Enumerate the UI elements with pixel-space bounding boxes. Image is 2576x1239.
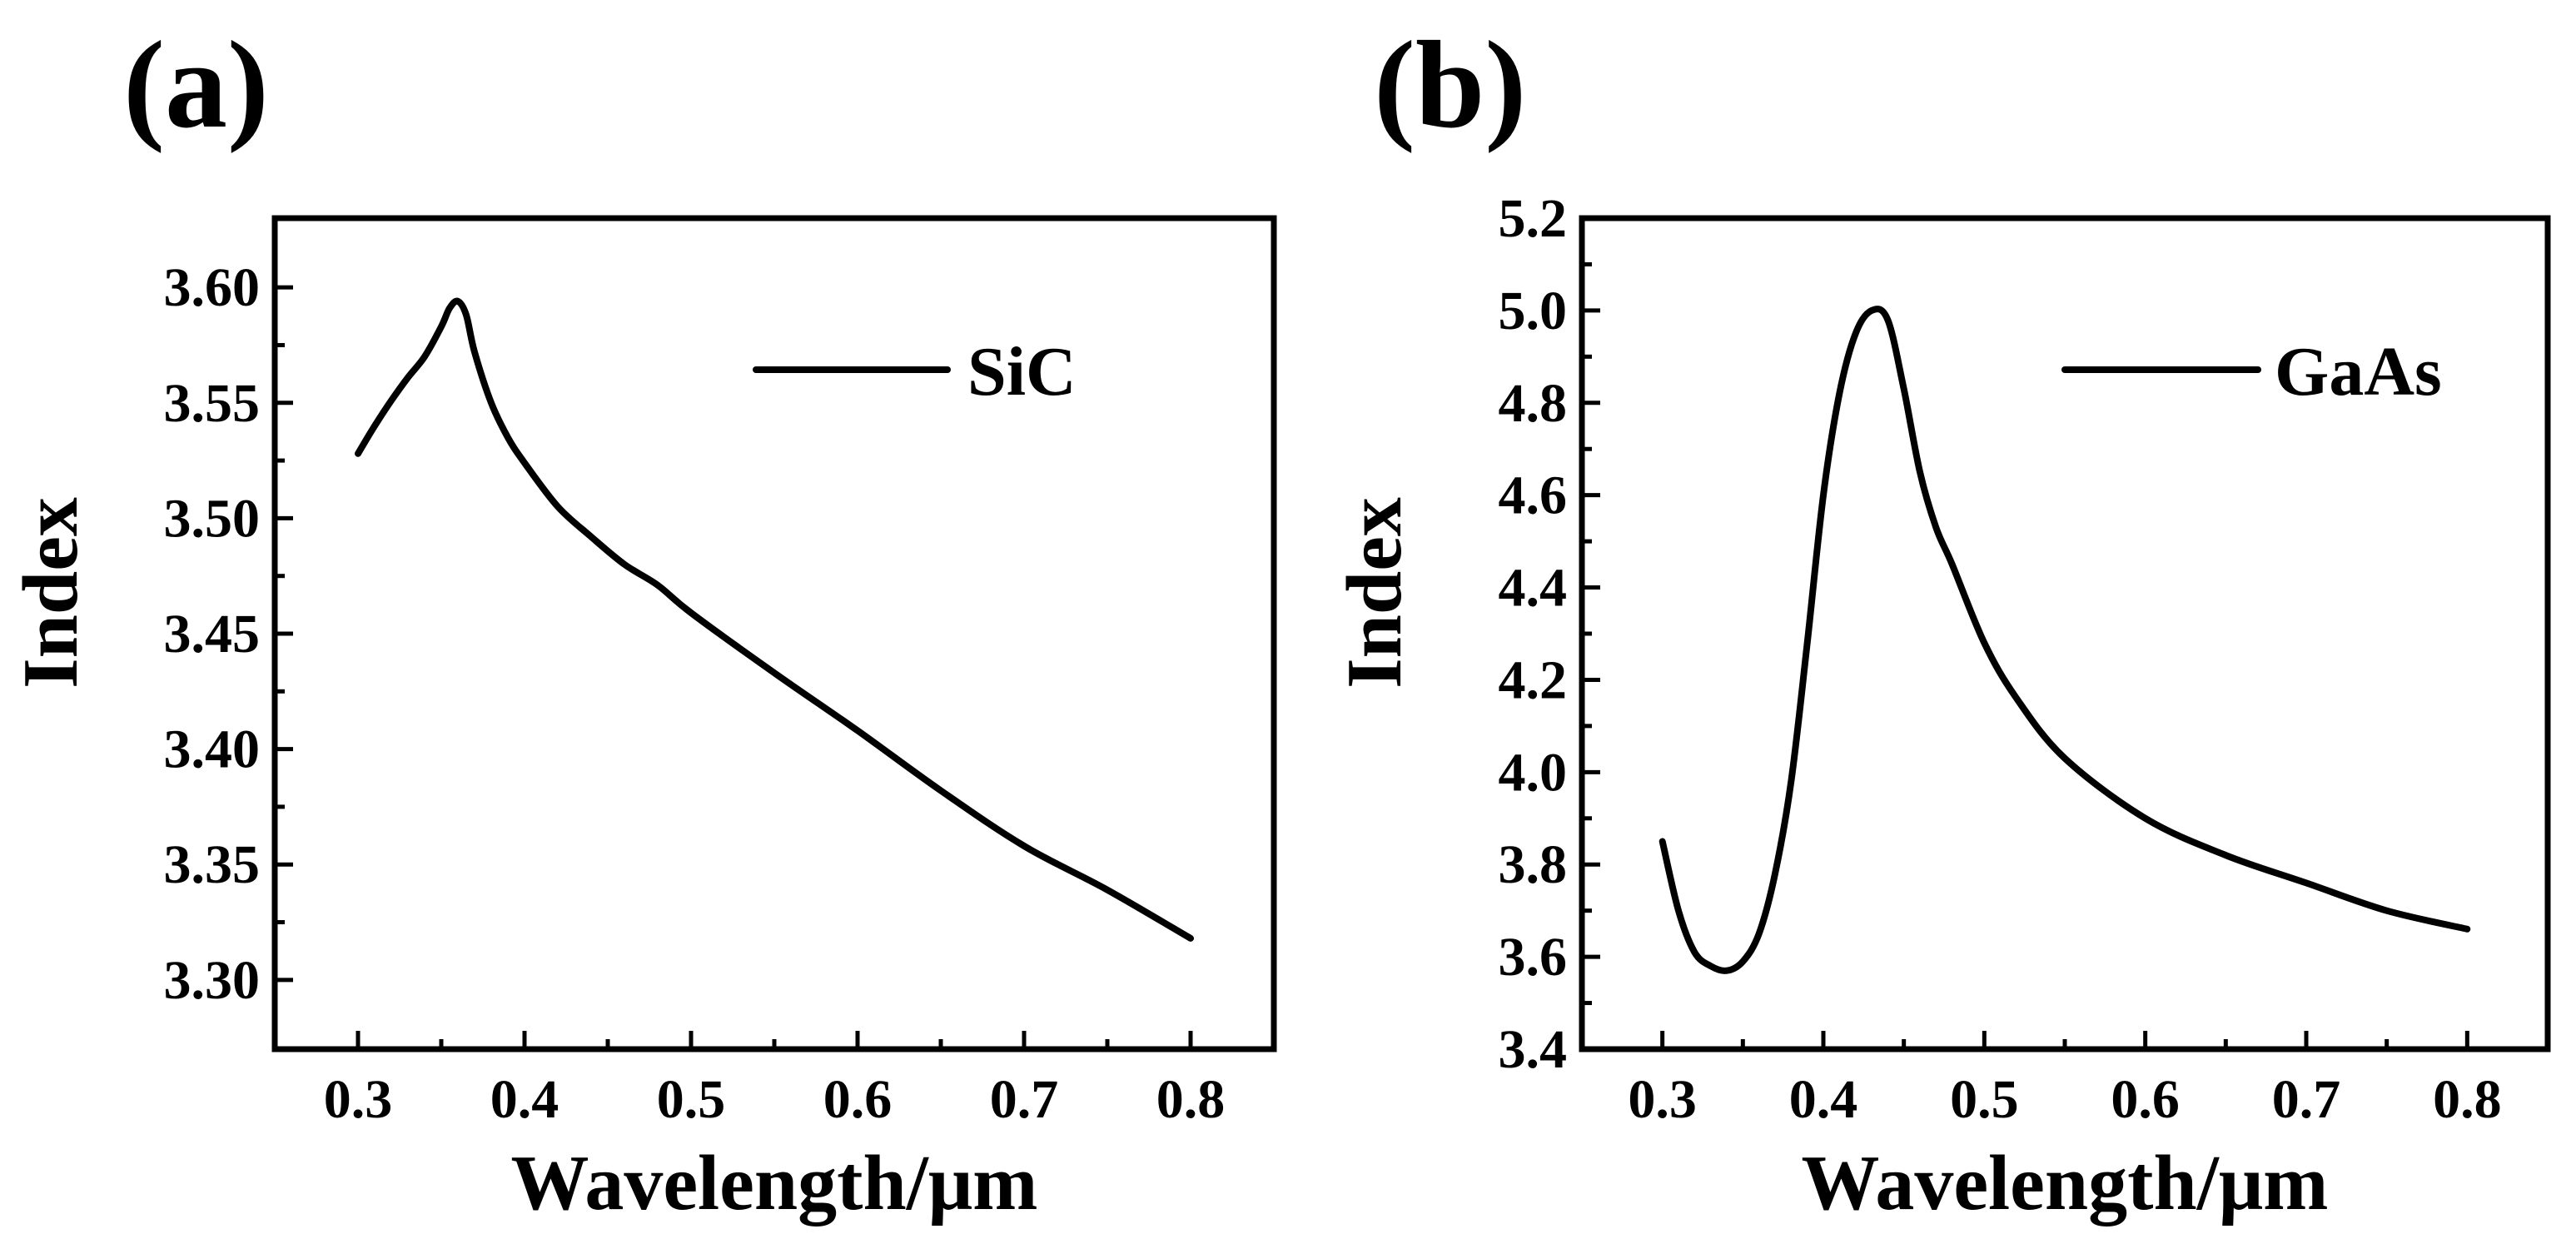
panel-b-y-axis-title: Index	[1331, 497, 1418, 689]
panel-b-y-tick-label: 4.0	[1499, 742, 1568, 803]
panel-a-y-tick-label: 3.45	[164, 604, 261, 664]
panel-a-series-sic-line	[355, 297, 1194, 942]
panel-a-y-tick-label: 3.40	[164, 719, 261, 780]
panel-b-y-tick-label: 4.8	[1499, 373, 1568, 434]
panel-a-y-axis-title: Index	[7, 497, 94, 689]
panel-b-x-tick-label: 0.8	[2433, 1069, 2502, 1130]
panel-a-y-tick-label: 3.55	[164, 373, 261, 434]
panel-b-y-tick-label: 5.0	[1499, 281, 1568, 341]
panel-b-label: (b)	[1374, 16, 1526, 154]
panel-a-x-tick-label: 0.6	[823, 1069, 893, 1130]
panel-a-x-tick-label: 0.5	[657, 1069, 726, 1130]
panel-a-label: (a)	[123, 16, 269, 154]
panel-a-x-tick-label: 0.3	[324, 1069, 393, 1130]
panel-b-x-ticks: 0.3 0.4 0.5 0.6 0.7 0.8	[1628, 1031, 2502, 1130]
panel-a-y-tick-label: 3.30	[164, 950, 261, 1011]
panel-b-y-tick-label: 4.6	[1499, 465, 1568, 526]
panel-b-y-tick-label: 3.4	[1499, 1019, 1568, 1080]
panel-b-series-group	[1658, 306, 2471, 974]
panel-a-y-tick-label: 3.35	[164, 834, 261, 895]
panel-b-y-tick-label: 4.2	[1499, 649, 1568, 710]
panel-b-x-tick-label: 0.7	[2272, 1069, 2341, 1130]
panel-b-y-tick-label: 5.2	[1499, 188, 1568, 249]
panel-a-series-group	[355, 297, 1194, 942]
panel-a-x-tick-label: 0.4	[490, 1069, 559, 1130]
panel-a-plot-frame	[271, 215, 1277, 1052]
panel-b-y-tick-label: 3.6	[1499, 927, 1568, 988]
panel-b-x-tick-label: 0.3	[1628, 1069, 1697, 1130]
panel-b-series-gaas-line	[1658, 306, 2471, 974]
panel-b-x-tick-label: 0.4	[1789, 1069, 1858, 1130]
panel-b-y-ticks: 3.4 3.6 3.8 4.0 4.2 4.4 4.6 4.8 5.0 5.2	[1499, 188, 1600, 1080]
panel-a-y-tick-label: 3.60	[164, 257, 261, 318]
panel-a-x-ticks: 0.3 0.4 0.5 0.6 0.7 0.8	[324, 1031, 1226, 1130]
panel-b: (b) 0.3 0.4 0.5 0.6 0.7 0.8 3.4 3.6 3.8 4.0 4.2 4.…	[1331, 16, 2551, 1227]
panel-a-x-axis-title: Wavelength/μm	[511, 1140, 1038, 1227]
panel-a: (a) 0.3 0.4 0.5 0.6 0.7 0.8 3.303.353.403.453…	[7, 16, 1277, 1227]
panel-b-y-tick-label: 4.4	[1499, 558, 1568, 619]
panel-b-y-tick-label: 3.8	[1499, 834, 1568, 895]
panel-b-x-axis-title: Wavelength/μm	[1802, 1140, 2329, 1227]
panel-a-legend-label: SiC	[967, 333, 1077, 411]
panel-a-y-tick-label: 3.50	[164, 488, 261, 549]
panel-a-x-tick-label: 0.8	[1156, 1069, 1226, 1130]
panel-a-x-tick-label: 0.7	[990, 1069, 1059, 1130]
panel-b-x-tick-label: 0.6	[2111, 1069, 2180, 1130]
panel-a-y-ticks: 3.30 3.35 3.40 3.45 3.50 3.55 3.60	[164, 257, 293, 1011]
panel-b-legend-label: GaAs	[2275, 333, 2442, 411]
panel-b-x-tick-label: 0.5	[1950, 1069, 2019, 1130]
